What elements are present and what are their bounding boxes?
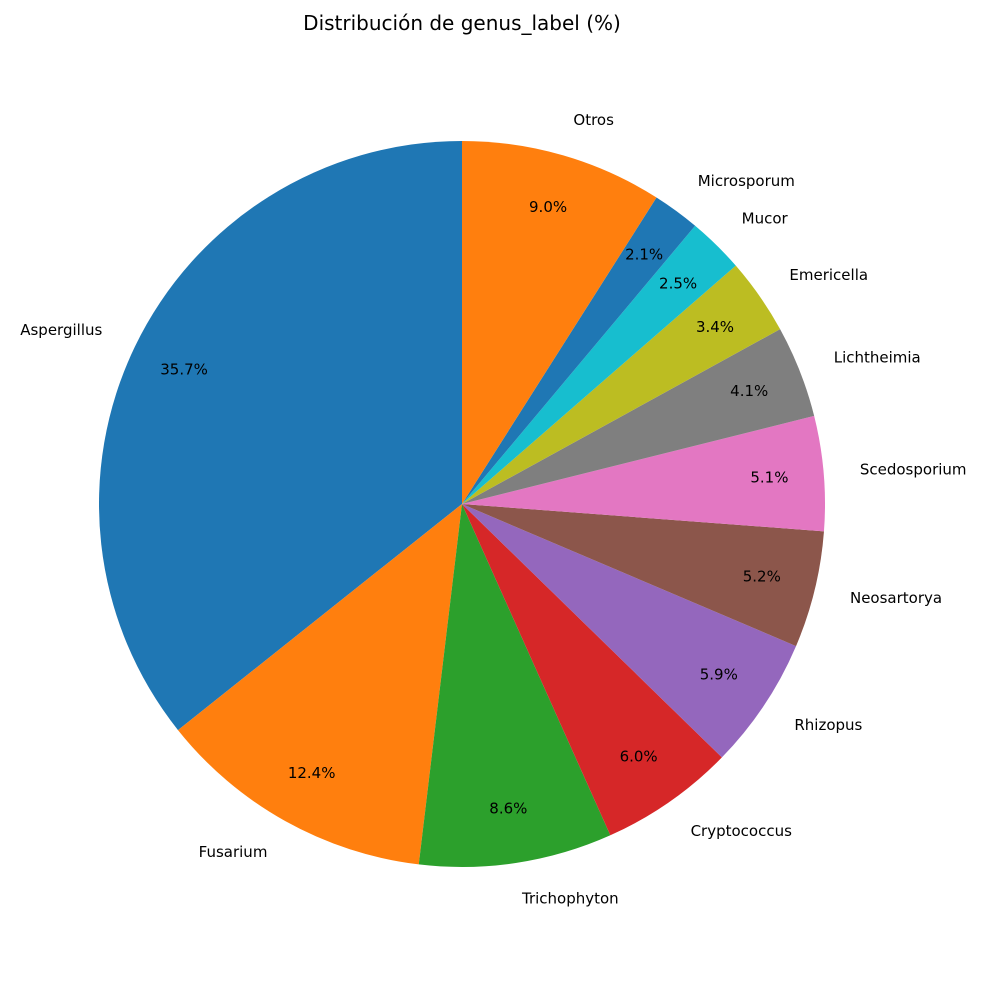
pie-slice-mucor [462, 225, 736, 504]
pct-label-emericella: 3.4% [696, 318, 734, 336]
pie-slice-fusarium [177, 504, 463, 865]
slice-label-rhizopus: Rhizopus [794, 716, 862, 734]
pct-label-rhizopus: 5.9% [700, 666, 738, 684]
slice-label-trichophyton: Trichophyton [521, 889, 619, 907]
pct-label-fusarium: 12.4% [288, 764, 336, 782]
pie-slice-scedosporium [462, 415, 825, 532]
slice-label-mucor: Mucor [742, 210, 789, 228]
slice-label-lichtheimia: Lichtheimia [834, 349, 921, 367]
pie-slice-otros [462, 141, 657, 504]
pct-label-mucor: 2.5% [659, 274, 697, 292]
pct-label-neosartorya: 5.2% [743, 567, 781, 585]
slice-label-neosartorya: Neosartorya [850, 589, 942, 607]
pie-slice-emericella [462, 265, 781, 504]
pie-slice-trichophyton [418, 504, 611, 868]
pie-labels: Aspergillus 35.7% Fusarium 12.4% Trichophyto… [20, 111, 966, 907]
slice-label-scedosporium: Scedosporium [860, 461, 967, 479]
pct-label-cryptococcus: 6.0% [620, 747, 658, 765]
slice-label-microsporum: Microsporum [698, 172, 795, 190]
slice-label-fusarium: Fusarium [199, 843, 268, 861]
pie-slice-neosartorya [462, 504, 824, 647]
pie-slice-cryptococcus [462, 504, 722, 836]
pct-label-trichophyton: 8.6% [489, 800, 527, 818]
slice-label-cryptococcus: Cryptococcus [691, 822, 793, 840]
pct-label-microsporum: 2.1% [625, 245, 663, 263]
slice-label-emericella: Emericella [789, 266, 868, 284]
pct-label-scedosporium: 5.1% [750, 468, 788, 486]
pct-label-aspergillus: 35.7% [160, 361, 208, 379]
pie-slice-rhizopus [462, 504, 797, 758]
pct-label-lichtheimia: 4.1% [730, 382, 768, 400]
slice-label-otros: Otros [573, 111, 614, 129]
pie-slice-microsporum [462, 197, 696, 504]
slice-label-aspergillus: Aspergillus [20, 321, 102, 339]
pie-slice-aspergillus [98, 141, 463, 731]
pct-label-otros: 9.0% [529, 198, 567, 216]
pie-slice-lichtheimia [462, 329, 815, 504]
chart-title: Distribución de genus_label (%) [303, 11, 621, 35]
pie-slices [98, 141, 825, 868]
